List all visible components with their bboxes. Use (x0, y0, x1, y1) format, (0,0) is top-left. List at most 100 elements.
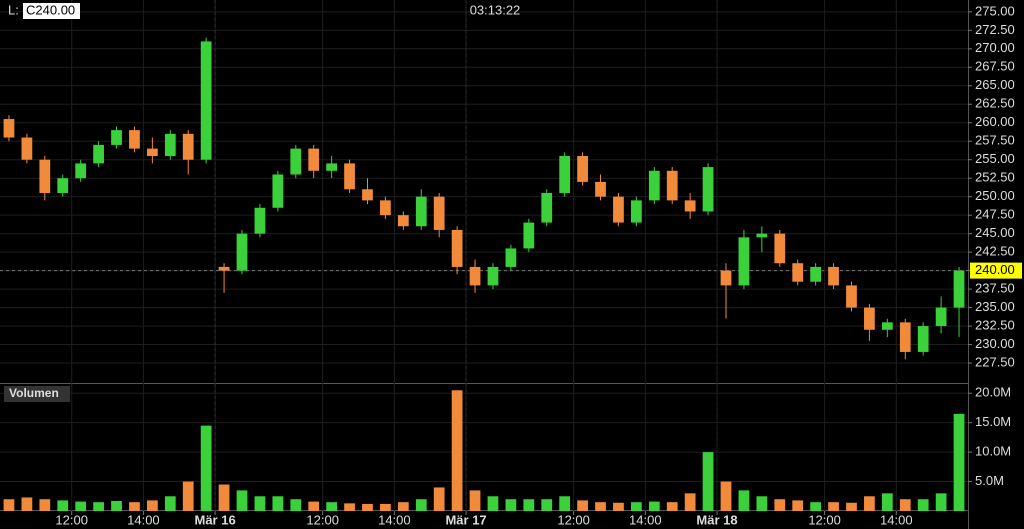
volume-bar (380, 503, 391, 511)
y-tick-label: 242.50 (975, 244, 1015, 259)
volume-bar (362, 503, 373, 511)
candle-body (469, 266, 481, 286)
volume-bar (756, 496, 768, 511)
volume-bar (630, 502, 642, 511)
candle-body (433, 196, 445, 230)
candle-body (666, 170, 678, 201)
volume-bar (648, 501, 660, 511)
candle-body (881, 322, 893, 330)
volume-bar (451, 390, 463, 511)
y-tick-label: 250.00 (975, 188, 1015, 203)
candle-body (218, 266, 230, 271)
y-tick-label: 275.00 (975, 3, 1015, 18)
candle-body (702, 167, 714, 212)
x-tick-label: 12:00 (306, 512, 339, 527)
candle-body (864, 307, 875, 330)
y-tick-label: 5.0M (975, 473, 1004, 488)
volume-bar (917, 499, 929, 511)
x-tick-label: 14:00 (629, 512, 662, 527)
volume-bar (559, 496, 571, 511)
volume-bar (577, 500, 588, 511)
volume-bar (720, 481, 732, 511)
volume-bar (218, 484, 230, 511)
candle-body (57, 178, 69, 193)
y-tick-label: 15.0M (975, 414, 1011, 429)
candle-body (272, 174, 284, 208)
candle-body (362, 189, 373, 201)
candle-body (953, 270, 965, 308)
volume-bar (810, 502, 822, 511)
volume-bar (774, 499, 786, 511)
y-tick-label: 235.00 (975, 299, 1015, 314)
volume-title: Volumen (9, 386, 59, 400)
legend-box (23, 3, 80, 19)
volume-bar (111, 500, 122, 511)
y-tick-label: 257.50 (975, 133, 1015, 148)
candle-body (505, 248, 517, 267)
candle-body (541, 192, 553, 223)
volume-bar (433, 487, 445, 511)
y-tick-label: 252.50 (975, 170, 1015, 185)
candle-body (630, 200, 642, 223)
candle-body (917, 326, 929, 352)
volume-bar (164, 496, 176, 511)
volume-bar (75, 501, 87, 511)
volume-bar (523, 499, 535, 511)
y-tick-label: 232.50 (975, 318, 1015, 333)
candle-body (595, 181, 606, 197)
x-tick-label: Mär 18 (696, 512, 737, 527)
volume-bar (738, 490, 750, 511)
y-tick-label: 245.00 (975, 225, 1015, 240)
volume-bar (864, 496, 875, 511)
volume-bar (487, 496, 499, 511)
volume-bar (272, 496, 284, 511)
volume-bar (505, 499, 517, 511)
y-tick-label: 237.50 (975, 281, 1015, 296)
volume-bar (613, 502, 624, 511)
y-tick-label: 20.0M (975, 385, 1011, 400)
volume-bar (935, 493, 947, 511)
candle-body (308, 148, 320, 171)
volume-bar (182, 481, 194, 511)
candle-body (648, 170, 660, 201)
candle-body (720, 270, 732, 286)
volume-bar (846, 502, 857, 511)
labels: L: C240.00 03:13:22 Volumen 227.50 230.00… (4, 2, 1022, 527)
candle-body (254, 207, 266, 234)
candle-body (397, 215, 409, 227)
volume-bar (200, 425, 212, 511)
volume-bar (93, 502, 104, 511)
volume-bar (290, 499, 302, 511)
volume-bar (57, 500, 69, 511)
candle-body (756, 233, 768, 238)
candle-body (523, 222, 535, 249)
candle-body (326, 163, 338, 171)
candle-body (935, 307, 947, 327)
candle-body (380, 200, 391, 216)
y-tick-label: 227.50 (975, 354, 1015, 369)
x-tick-label: 12:00 (557, 512, 590, 527)
volume-bar (792, 500, 804, 511)
candle-body (111, 130, 122, 145)
x-tick-label: Mär 16 (195, 512, 236, 527)
volume-bar (881, 493, 893, 511)
legend-prefix: L: (8, 2, 19, 17)
volume-bar (828, 502, 839, 511)
y-tick-label: 10.0M (975, 444, 1011, 459)
candle-body (684, 200, 696, 212)
volume-bar (899, 499, 911, 511)
candle-body (415, 196, 427, 227)
candle-body (828, 266, 839, 286)
volume-bar (702, 452, 714, 511)
candle-body (129, 130, 140, 149)
grid (0, 0, 972, 515)
candle-body (39, 159, 51, 193)
y-tick-label: 270.00 (975, 40, 1015, 55)
volume-bar (684, 493, 696, 511)
candle-body (200, 41, 212, 160)
volume-bar (236, 490, 248, 511)
candle-body (146, 148, 158, 157)
clock: 03:13:22 (470, 2, 521, 17)
